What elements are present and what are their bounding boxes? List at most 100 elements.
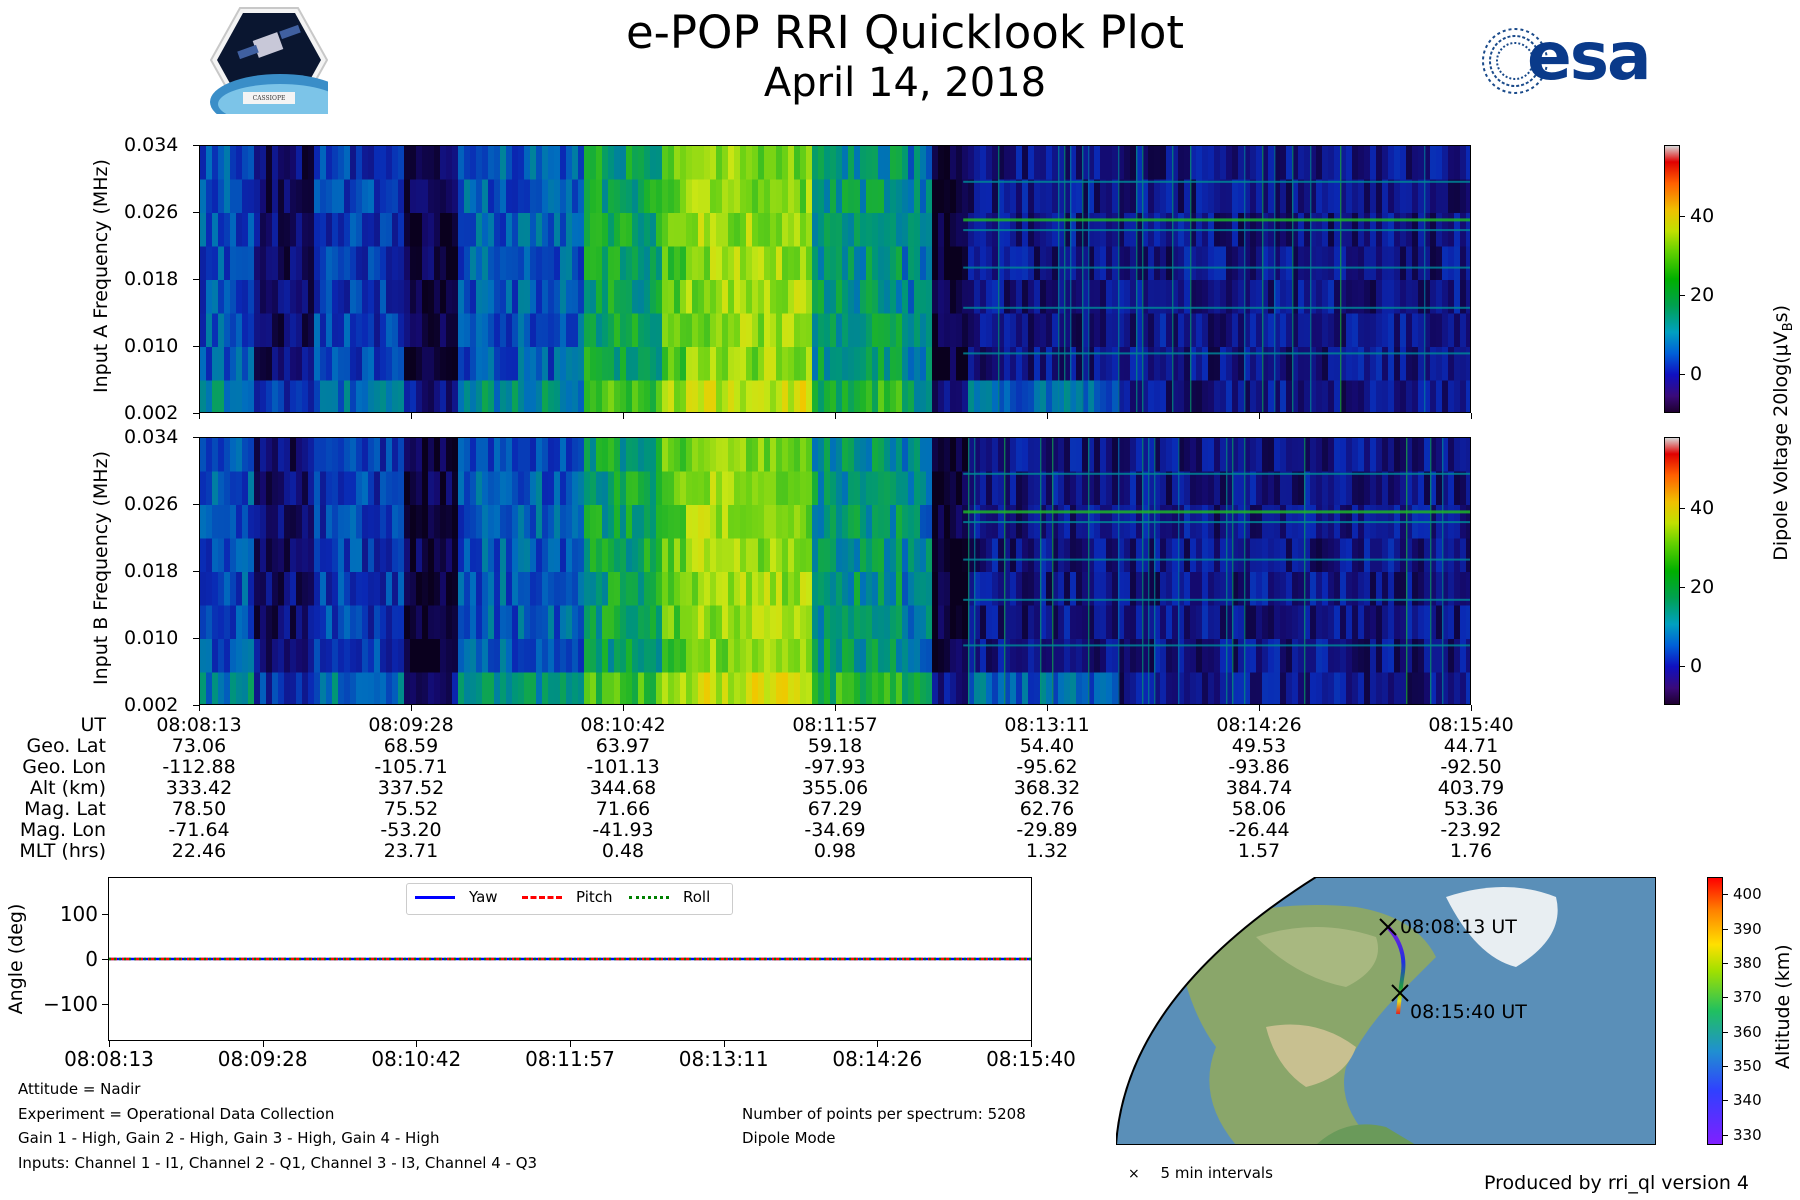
- attitude-ytick: [102, 1004, 108, 1005]
- table-cell: 08:10:42: [580, 714, 666, 736]
- attitude-xtick-label: 08:13:11: [678, 1047, 769, 1071]
- map-altitude-colorbar: [1707, 877, 1723, 1145]
- table-cell: 62.76: [1019, 798, 1075, 820]
- table-cell: 08:09:28: [368, 714, 454, 736]
- table-cell: 0.98: [813, 840, 857, 862]
- map-colorbar-tick-label: 370: [1733, 988, 1762, 1007]
- spectrogram-xtick: [199, 705, 200, 711]
- map-colorbar-tick-label: 330: [1733, 1125, 1762, 1144]
- attitude-ytick-label: 0: [85, 947, 98, 971]
- spectrogram-ytick-label: 0.034: [124, 426, 179, 448]
- map-colorbar-tick: [1723, 1134, 1728, 1136]
- spectrogram-input-b: [199, 437, 1471, 705]
- spectrogram-ytick-label: 0.010: [124, 335, 179, 357]
- table-cell: -95.62: [1016, 756, 1078, 778]
- info-mode: Dipole Mode: [742, 1129, 836, 1147]
- attitude-xtick-label: 08:09:28: [217, 1047, 308, 1071]
- spectrogram-ytick: [193, 212, 199, 213]
- attitude-xtick-label: 08:14:26: [832, 1047, 923, 1071]
- table-cell: 1.57: [1237, 840, 1281, 862]
- table-cell: -105.71: [374, 756, 448, 778]
- attitude-xtick: [109, 1041, 110, 1047]
- colorbar-tick-label: 40: [1690, 496, 1715, 519]
- attitude-xtick: [262, 1041, 264, 1047]
- table-cell: 68.59: [383, 735, 439, 757]
- spectrogram-ytick: [193, 413, 199, 414]
- page-title: e-POP RRI Quicklook Plot: [625, 6, 1185, 59]
- orbit-track: [1386, 925, 1406, 1015]
- spectrogram-xtick: [1047, 705, 1048, 711]
- colorbar-tick-label: 0: [1690, 362, 1703, 385]
- spectrogram-xtick: [835, 705, 836, 711]
- colorbar-a: [1664, 145, 1680, 413]
- spectrogram-xtick: [411, 413, 412, 419]
- attitude-legend: Yaw Pitch Roll: [406, 883, 733, 915]
- spectrogram-xtick: [623, 705, 624, 711]
- table-cell: 08:08:13: [156, 714, 242, 736]
- table-cell: -23.92: [1440, 819, 1502, 841]
- colorbar-tick-label: 0: [1690, 654, 1703, 677]
- table-row-label: Alt (km): [29, 777, 106, 799]
- map-colorbar-tick: [1723, 894, 1728, 896]
- spectrogram-ytick: [193, 504, 199, 505]
- attitude-xtick: [1031, 1041, 1032, 1047]
- map-colorbar-tick-label: 360: [1733, 1022, 1762, 1041]
- colorbar-b: [1664, 437, 1680, 705]
- colorbar-label: Dipole Voltage 20log(μVBs): [1770, 305, 1796, 561]
- attitude-xtick-label: 08:11:57: [525, 1047, 615, 1071]
- orbit-start-label: 08:08:13 UT: [1400, 916, 1517, 938]
- table-cell: 1.32: [1025, 840, 1069, 862]
- table-cell: 71.66: [595, 798, 651, 820]
- colorbar-tick-label: 20: [1690, 283, 1715, 306]
- table-cell: -71.64: [168, 819, 230, 841]
- spectrogram-ytick-label: 0.018: [124, 560, 179, 582]
- orbit-end-marker: [1391, 984, 1409, 1002]
- table-cell: 403.79: [1437, 777, 1505, 799]
- spectrogram-b-ylabel: Input B Frequency (MHz): [90, 451, 112, 685]
- table-cell: -26.44: [1228, 819, 1290, 841]
- table-cell: 75.52: [383, 798, 439, 820]
- spectrogram-ytick: [193, 571, 199, 572]
- colorbar-tick: [1680, 507, 1685, 509]
- table-cell: 08:13:11: [1004, 714, 1090, 736]
- info-attitude: Attitude = Nadir: [18, 1080, 141, 1098]
- orbit-end-label: 08:15:40 UT: [1410, 1001, 1527, 1023]
- spectrogram-ytick-label: 0.018: [124, 268, 179, 290]
- table-cell: 355.06: [801, 777, 869, 799]
- attitude-xtick-label: 08:10:42: [371, 1047, 462, 1071]
- page-subtitle-date: April 14, 2018: [763, 60, 1047, 106]
- table-cell: -92.50: [1440, 756, 1502, 778]
- attitude-xtick: [570, 1041, 571, 1047]
- map-colorbar-tick-label: 350: [1733, 1056, 1762, 1075]
- legend-item-roll: Roll: [629, 888, 710, 906]
- spectrogram-ytick: [193, 437, 199, 438]
- map-colorbar-tick: [1723, 997, 1728, 999]
- info-inputs: Inputs: Channel 1 - I1, Channel 2 - Q1, …: [18, 1154, 538, 1172]
- attitude-plot: [108, 877, 1032, 1041]
- colorbar-tick: [1680, 373, 1685, 375]
- spectrogram-ytick-label: 0.002: [124, 694, 179, 716]
- table-cell: 1.76: [1449, 840, 1493, 862]
- colorbar-tick: [1680, 665, 1685, 667]
- legend-label: Yaw: [469, 888, 498, 906]
- table-cell: -53.20: [380, 819, 442, 841]
- spectrogram-ytick-label: 0.026: [124, 201, 179, 223]
- spectrogram-ytick-label: 0.010: [124, 627, 179, 649]
- map-legend: × 5 min intervals: [1128, 1164, 1273, 1182]
- attitude-xtick-label: 08:08:13: [64, 1047, 154, 1071]
- attitude-ytick: [102, 959, 108, 960]
- spectrogram-xtick: [1471, 413, 1472, 419]
- legend-swatch: [629, 896, 669, 899]
- attitude-ytick-label: −100: [43, 992, 98, 1016]
- spectrogram-xtick: [411, 705, 412, 711]
- orbit-map: 08:08:13 UT 08:15:40 UT: [1116, 877, 1656, 1145]
- table-cell: 337.52: [377, 777, 445, 799]
- table-cell: 53.36: [1443, 798, 1499, 820]
- colorbar-tick-label: 20: [1690, 575, 1715, 598]
- legend-cross-icon: ×: [1128, 1166, 1140, 1182]
- table-row-label: Geo. Lat: [26, 735, 106, 757]
- table-cell: 59.18: [807, 735, 863, 757]
- table-cell: 0.48: [601, 840, 645, 862]
- esa-logo: esa: [1475, 18, 1695, 96]
- table-cell: 344.68: [589, 777, 657, 799]
